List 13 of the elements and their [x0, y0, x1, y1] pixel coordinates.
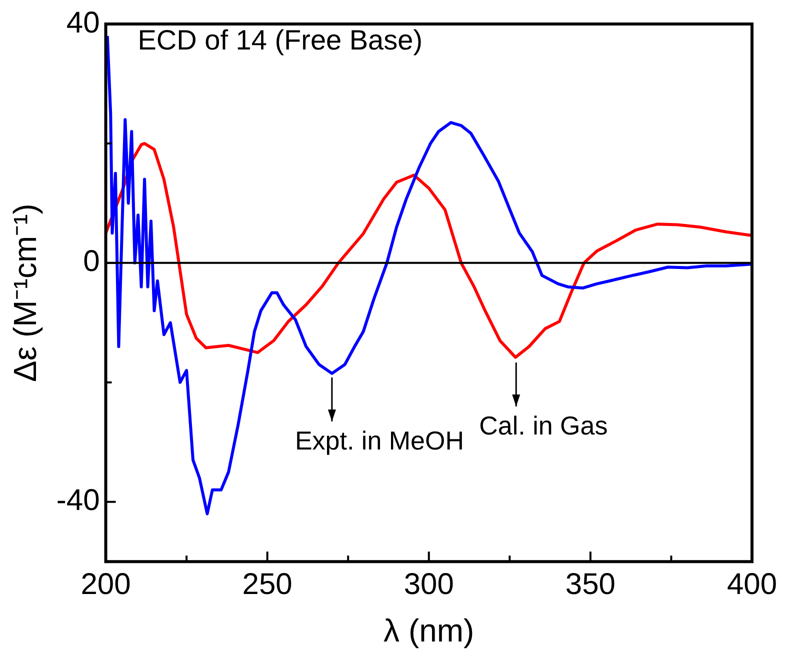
annotation: Cal. in Gas — [479, 410, 608, 441]
y-tick-label: -40 — [56, 484, 100, 518]
y-tick-label: 0 — [83, 245, 100, 278]
x-axis-title: λ (nm) — [384, 612, 474, 649]
x-tick-label: 200 — [80, 568, 131, 601]
chart-title: ECD of 14 (Free Base) — [138, 24, 423, 56]
x-tick-label: 350 — [565, 568, 616, 601]
y-tick-label: 40 — [66, 6, 100, 40]
annotation: Expt. in MeOH — [294, 426, 464, 456]
y-axis-title: Δε (M⁻¹cm⁻¹) — [7, 204, 44, 382]
x-tick-label: 300 — [404, 568, 454, 601]
x-tick-label: 400 — [726, 568, 778, 601]
x-tick-label: 250 — [242, 568, 292, 601]
